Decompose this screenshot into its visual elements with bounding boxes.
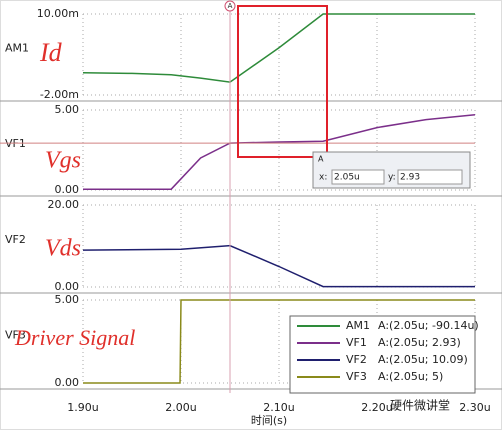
y-axis-label: VF3 [5, 329, 26, 342]
legend-label: VF2 [346, 353, 367, 366]
legend-label: AM1 [346, 319, 370, 332]
legend-label: VF1 [346, 336, 367, 349]
x-tick-label: 2.00u [165, 401, 196, 414]
watermark: 硬件微讲堂 [390, 398, 450, 413]
x-tick-label: 2.20u [361, 401, 392, 414]
x-tick-label: 2.30u [459, 401, 490, 414]
legend-readout: A:(2.05u; 2.93) [378, 336, 461, 349]
popup-x-prefix: x: [319, 173, 327, 183]
x-tick-label: 2.10u [263, 401, 294, 414]
popup-y-prefix: y: [388, 173, 396, 183]
y-tick-label: 5.00 [55, 103, 80, 116]
x-axis-label: 时间(s) [251, 414, 287, 427]
legend [289, 315, 476, 394]
y-tick-label: 10.00m [37, 7, 79, 20]
cursor-name: A [228, 2, 233, 10]
y-tick-label: 0.00 [55, 280, 80, 293]
x-tick-label: 1.90u [67, 401, 98, 414]
popup-x-field [331, 169, 385, 185]
legend-readout: A:(2.05u; 10.09) [378, 353, 468, 366]
cursor-marker [224, 0, 236, 12]
annotation: Driver Signal [14, 325, 135, 350]
annotation: Id [39, 38, 63, 67]
popup-y-value: 2.93 [400, 173, 420, 183]
annotation: Vgs [45, 148, 81, 174]
popup-y-field [397, 169, 463, 185]
highlight-box [237, 5, 328, 158]
y-axis-label: AM1 [5, 42, 29, 55]
legend-readout: A:(2.05u; -90.14u) [378, 319, 479, 332]
popup-x-value: 2.05u [334, 173, 360, 183]
data-line [82, 244, 475, 288]
data-line [83, 299, 475, 384]
y-tick-label: 0.00 [55, 376, 80, 389]
y-tick-label: 0.00 [55, 183, 80, 196]
y-tick-label: 5.00 [55, 293, 80, 306]
popup-title: A [318, 155, 324, 164]
data-line [83, 114, 476, 190]
y-tick-label: -2.00m [40, 88, 79, 101]
legend-label: VF3 [346, 370, 367, 383]
annotation: Vds [45, 236, 81, 262]
y-axis-label: VF2 [5, 233, 26, 246]
y-tick-label: 20.00 [48, 198, 80, 211]
legend-readout: A:(2.05u; 5) [378, 370, 443, 383]
